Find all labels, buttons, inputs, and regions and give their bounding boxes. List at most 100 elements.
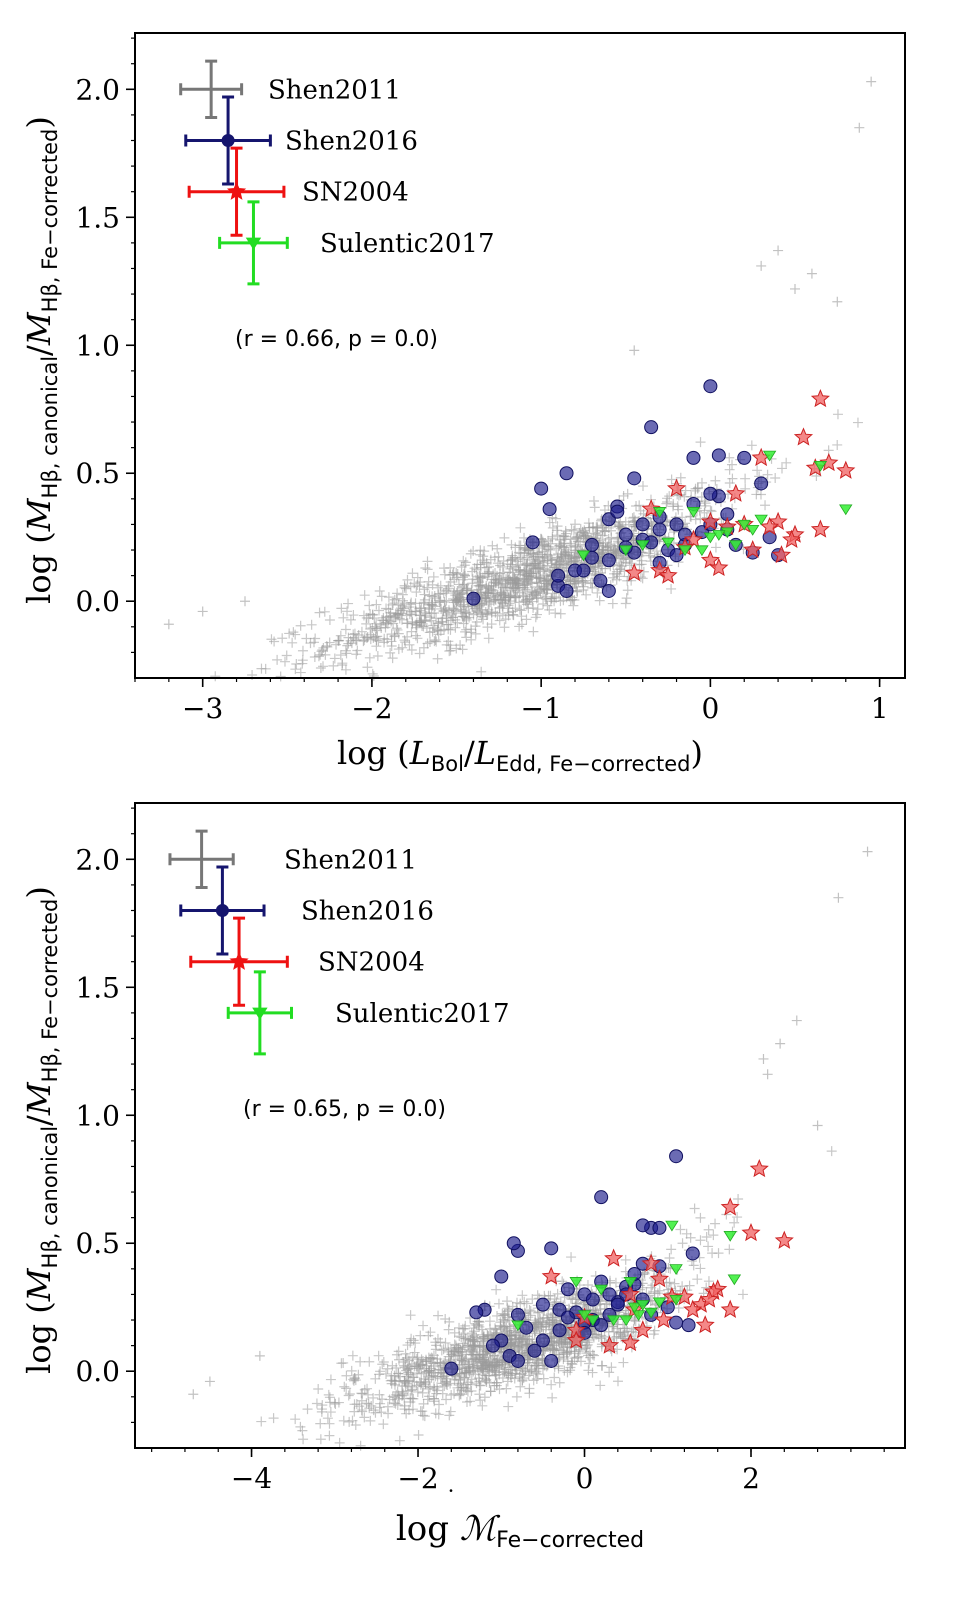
background-point [588, 496, 599, 507]
background-point [414, 648, 425, 659]
shen2016-point [711, 448, 726, 463]
background-point [449, 586, 460, 597]
legend-label: Shen2011 [268, 75, 401, 105]
background-point [383, 615, 394, 626]
x-label-symbol-1: L [409, 734, 431, 772]
background-point [392, 624, 403, 635]
background-point [445, 624, 456, 635]
background-point [489, 552, 500, 563]
shen2016-point [635, 517, 650, 532]
background-point [397, 600, 408, 611]
background-point [592, 521, 603, 532]
sn2004-point [810, 389, 830, 408]
background-point [458, 572, 469, 583]
background-point [626, 558, 637, 569]
background-point [364, 600, 375, 611]
background-point [365, 623, 376, 634]
background-outlier-point [197, 606, 208, 617]
legend-label: SN2004 [302, 178, 409, 208]
background-point [529, 587, 540, 598]
background-point [570, 519, 581, 530]
background-point [443, 619, 454, 630]
background-point [497, 601, 508, 612]
background-point [549, 591, 560, 602]
background-point [341, 648, 352, 659]
background-point [420, 607, 431, 618]
background-point [547, 522, 558, 533]
background-point [277, 633, 288, 644]
background-point [598, 541, 609, 552]
background-point [407, 616, 418, 627]
background-point [402, 574, 413, 585]
shen2016-point [535, 1297, 550, 1312]
background-point [696, 477, 707, 488]
background-point [367, 622, 378, 633]
background-point [371, 599, 382, 610]
shen2016-point [627, 471, 642, 486]
background-point [530, 567, 541, 578]
background-point [507, 552, 518, 563]
shen2016-point [737, 450, 752, 465]
legend-marker [221, 134, 235, 147]
background-point [364, 652, 375, 663]
background-point [348, 632, 359, 643]
x-label-slash: / [464, 734, 475, 772]
legend-label: Sulentic2017 [335, 999, 510, 1029]
background-point [448, 603, 459, 614]
background-point [544, 604, 555, 615]
background-point [852, 417, 863, 428]
x-tick-label: 1 [871, 692, 889, 725]
y-tick-label: 1.5 [75, 971, 120, 1004]
shen2016-point [681, 1318, 696, 1333]
legend-label: Shen2011 [284, 845, 417, 875]
background-point [455, 640, 466, 651]
background-point [414, 581, 425, 592]
background-point [565, 595, 576, 606]
shen2016-point [544, 1353, 559, 1368]
background-point [397, 642, 408, 653]
y-label-symbol-1: M [20, 497, 58, 532]
shen2016-point [669, 1149, 684, 1164]
background-point [636, 559, 647, 570]
shen2016-point [618, 527, 633, 542]
background-point [533, 556, 544, 567]
background-point [515, 522, 526, 533]
background-point [466, 627, 477, 638]
background-point [492, 590, 503, 601]
background-point [452, 617, 463, 628]
background-point [476, 666, 487, 677]
background-point [727, 473, 738, 484]
background-point [359, 635, 370, 646]
background-point [515, 566, 526, 577]
background-point [313, 651, 324, 662]
shen2016-point [686, 450, 701, 465]
shen2016-point [652, 522, 667, 537]
shen2016-point [559, 466, 574, 481]
x-tick-label: −2 [351, 692, 392, 725]
background-point [361, 618, 372, 629]
background-point [560, 550, 571, 561]
background-point [438, 588, 449, 599]
shen2016-point [525, 535, 540, 550]
background-point [540, 591, 551, 602]
background-point [545, 550, 556, 561]
legend-label: Shen2016 [301, 897, 434, 927]
sn2004-point [760, 516, 780, 536]
background-point [612, 568, 623, 579]
y-tick-label: 1.0 [75, 1099, 120, 1132]
shen2016-point [466, 591, 481, 606]
shen2016-point [594, 1318, 609, 1333]
background-point [333, 635, 344, 646]
background-point [386, 640, 397, 651]
top-scatter-plot: Shen2011 Shen2016 SN2004 Sulentic2017 −3 −2 −… [20, 32, 906, 776]
shen2016-point [585, 1292, 600, 1307]
background-point [514, 604, 525, 615]
background-point [269, 636, 280, 647]
background-point [415, 605, 426, 616]
background-point [690, 514, 701, 525]
sn2004-point [819, 453, 839, 472]
background-point [414, 617, 425, 628]
background-point [600, 526, 611, 537]
background-point [515, 548, 526, 559]
background-point [560, 526, 571, 537]
